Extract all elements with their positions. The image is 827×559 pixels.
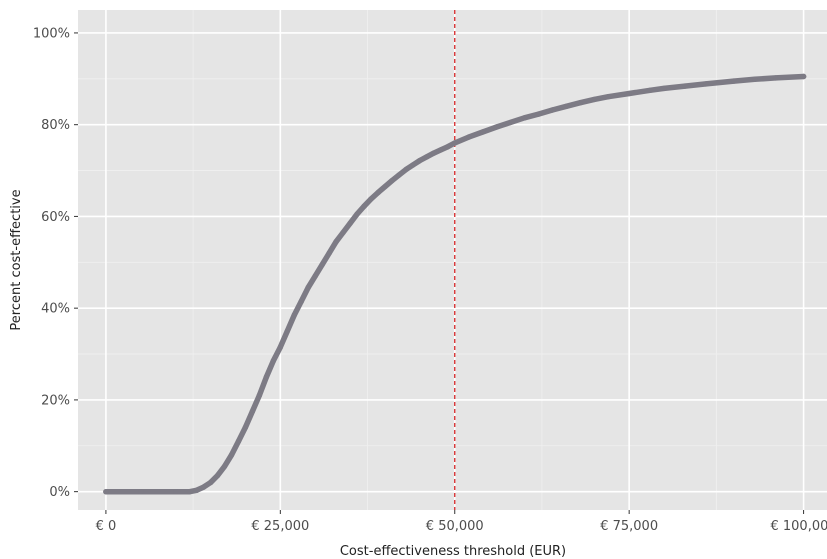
data-point [480, 129, 486, 135]
data-point [249, 408, 256, 415]
data-point [333, 239, 339, 245]
data-point [347, 220, 353, 226]
data-point [800, 73, 807, 80]
plot-panel [78, 10, 827, 510]
series-layer [103, 73, 807, 495]
y-tick-label: 20% [41, 393, 70, 408]
data-point [173, 489, 179, 495]
data-point [549, 107, 556, 113]
data-point [375, 189, 381, 196]
data-point [270, 358, 276, 364]
data-point [647, 87, 653, 94]
data-point [361, 203, 367, 209]
data-point [626, 90, 632, 97]
data-point [431, 150, 437, 156]
data-point [605, 94, 611, 100]
y-tick-label: 80% [41, 118, 70, 133]
data-point [193, 487, 200, 493]
y-tick-label: 0% [49, 485, 70, 500]
data-point [221, 463, 228, 470]
data-point [298, 298, 304, 304]
data-point [186, 489, 193, 495]
data-point [277, 344, 283, 350]
data-point [535, 111, 542, 117]
data-point [403, 166, 409, 173]
data-point [577, 100, 583, 106]
data-point [417, 157, 423, 164]
data-point [773, 75, 779, 81]
data-point [214, 472, 221, 479]
data-point [682, 83, 688, 89]
data-point [256, 392, 263, 398]
y-tick-label: 100% [33, 26, 70, 41]
data-point [424, 154, 430, 160]
data-point [731, 78, 737, 84]
data-point [263, 374, 270, 380]
data-point [382, 183, 388, 190]
data-point [235, 438, 242, 444]
data-point [563, 103, 570, 110]
data-point [507, 119, 514, 126]
x-tick-label: € 50,000 [426, 519, 484, 534]
data-point [312, 273, 318, 279]
data-point [319, 261, 325, 268]
data-point [242, 424, 249, 431]
y-tick-label: 40% [41, 302, 70, 317]
data-point [354, 211, 360, 217]
data-point [103, 489, 109, 495]
data-point [228, 452, 235, 458]
x-axis-title: Cost-effectiveness threshold (EUR) [340, 544, 566, 559]
data-point [452, 140, 458, 146]
data-point [138, 489, 144, 495]
y-axis: 0% 20% 40% 60% 80% 100% [33, 26, 78, 500]
data-point [207, 479, 214, 486]
data-point [291, 312, 297, 318]
data-point [591, 96, 597, 103]
data-point [661, 85, 667, 92]
x-tick-label: € 0 [96, 519, 117, 534]
data-point [368, 196, 374, 202]
data-point [752, 76, 758, 83]
data-point [445, 144, 451, 150]
data-point [466, 134, 472, 140]
data-point [389, 177, 395, 184]
grid [78, 10, 827, 510]
y-axis-title: Percent cost-effective [9, 189, 24, 330]
x-tick-label: € 100,000 [770, 519, 827, 534]
x-tick-label: € 75,000 [600, 519, 658, 534]
data-point [326, 250, 332, 256]
data-point [703, 81, 709, 87]
data-point [410, 162, 416, 168]
y-tick-label: 60% [41, 210, 70, 225]
data-point [396, 172, 402, 178]
data-point [200, 484, 207, 490]
data-point [284, 328, 290, 334]
x-axis: € 0 € 25,000 € 50,000 € 75,000 € 100,000 [96, 510, 827, 534]
data-point [340, 229, 346, 236]
data-point [493, 124, 500, 130]
data-point [521, 115, 528, 121]
x-tick-label: € 25,000 [251, 519, 309, 534]
data-point [305, 284, 311, 291]
data-point [438, 147, 444, 153]
